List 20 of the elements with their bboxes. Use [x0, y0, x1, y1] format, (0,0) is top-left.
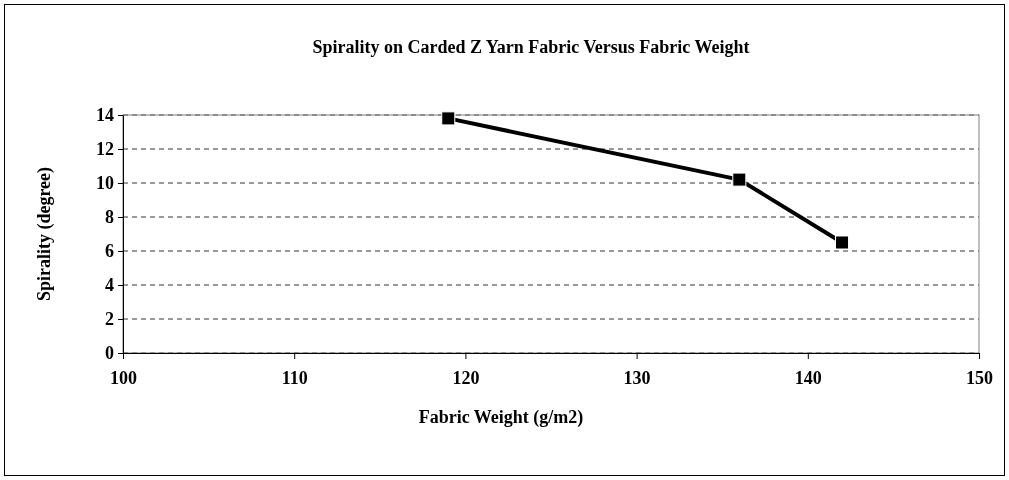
point	[732, 172, 747, 187]
x-tick-label: 120	[452, 367, 480, 388]
x-tick-label: 130	[623, 367, 651, 388]
x-tick-label: 150	[966, 367, 993, 388]
chart-title: Spirality on Carded Z Yarn Fabric Versus Fabric Weight	[312, 37, 750, 57]
y-tick-label: 2	[105, 309, 114, 330]
y-tick-label: 14	[96, 105, 114, 126]
point	[835, 235, 850, 250]
x-axis-title: Fabric Weight (g/m2)	[418, 407, 584, 428]
y-tick-label: 0	[105, 343, 114, 364]
x-tick-label: 140	[794, 367, 822, 388]
y-tick-label: 10	[96, 173, 114, 194]
y-tick-label: 4	[105, 275, 114, 296]
y-axis-title: Spirality (degree)	[34, 166, 55, 302]
point	[441, 111, 456, 126]
x-tick-label: 110	[281, 367, 308, 388]
x-tick-label: 100	[110, 367, 137, 388]
y-tick-label: 8	[105, 207, 114, 228]
y-tick-label: 12	[96, 139, 114, 160]
y-tick-label: 6	[105, 241, 114, 262]
